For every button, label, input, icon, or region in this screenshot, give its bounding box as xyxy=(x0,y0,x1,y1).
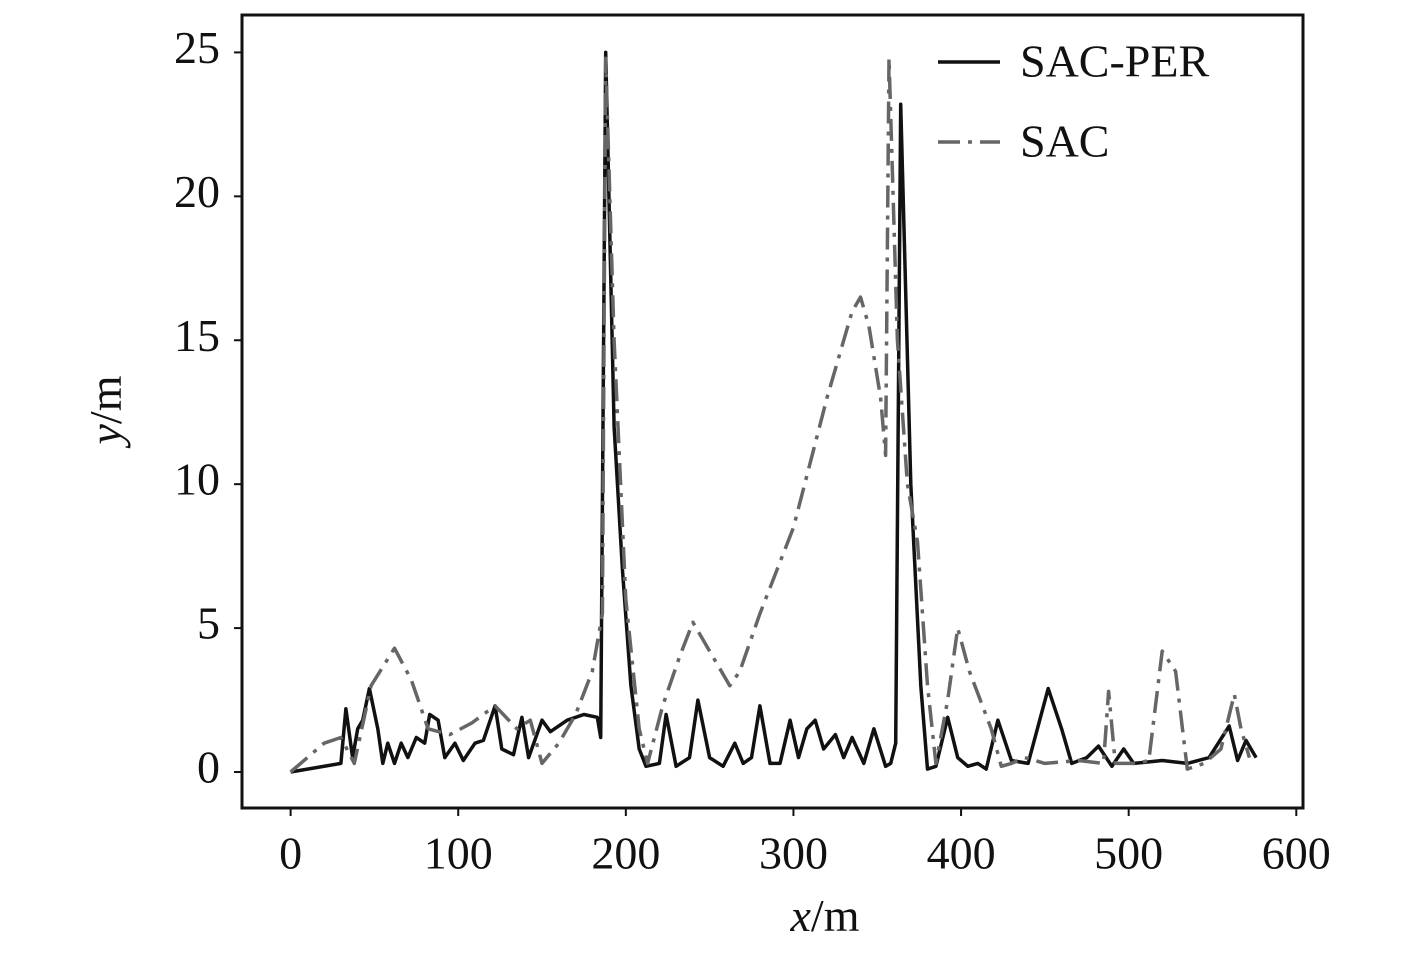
x-tick-label: 0 xyxy=(279,828,302,879)
y-tick-label: 10 xyxy=(174,454,220,505)
y-axis-label: y/m xyxy=(80,375,131,448)
x-axis-label: x/m xyxy=(790,890,860,941)
y-tick-label: 20 xyxy=(174,166,220,217)
y-tick-label: 5 xyxy=(197,598,220,649)
x-tick-label: 600 xyxy=(1262,828,1331,879)
x-tick-label: 300 xyxy=(759,828,828,879)
series-line xyxy=(290,50,1258,774)
plot-frame xyxy=(240,13,1305,810)
y-tick-label: 25 xyxy=(174,22,220,73)
legend-label: SAC xyxy=(1020,116,1109,167)
y-tick-label: 0 xyxy=(197,742,220,793)
x-tick-label: 100 xyxy=(424,828,493,879)
x-tick-label: 200 xyxy=(591,828,660,879)
y-tick-label: 15 xyxy=(174,310,220,361)
x-tick-label: 400 xyxy=(927,828,996,879)
x-tick-label: 500 xyxy=(1094,828,1163,879)
legend-label: SAC-PER xyxy=(1020,36,1209,87)
series-line xyxy=(289,56,1252,774)
